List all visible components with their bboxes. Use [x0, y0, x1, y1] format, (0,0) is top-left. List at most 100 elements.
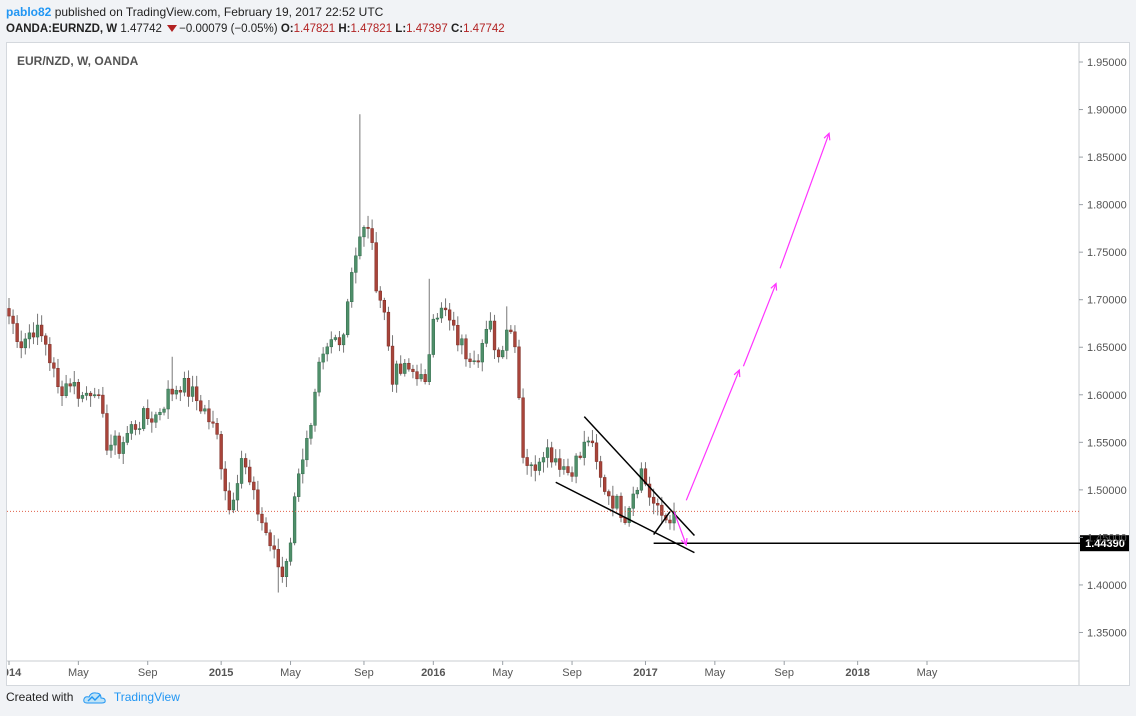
- candle: [541, 451, 546, 473]
- candle-body-up: [541, 457, 546, 463]
- candle: [150, 411, 154, 433]
- candle-body-down: [464, 338, 468, 360]
- candle-body-down: [509, 329, 513, 333]
- candle-body-down: [378, 290, 382, 301]
- candle-body-down: [105, 413, 109, 451]
- candle-body-up: [239, 458, 244, 484]
- candle-body-up: [394, 363, 399, 385]
- open-value: 1.47821: [293, 23, 336, 35]
- time-tick-label: Sep: [138, 667, 158, 679]
- candle: [248, 459, 252, 486]
- time-tick-label: Sep: [354, 667, 374, 679]
- candle: [603, 474, 607, 495]
- low-label: L:: [395, 23, 407, 35]
- candle: [631, 486, 635, 517]
- candle-body-up: [23, 338, 27, 349]
- arrow-shaft: [685, 369, 740, 501]
- price-tick-label: 1.55000: [1087, 437, 1127, 449]
- candle-body-down: [407, 362, 411, 370]
- candle: [619, 492, 623, 523]
- candle: [394, 360, 399, 393]
- candle: [407, 358, 411, 372]
- candle-body-down: [15, 323, 19, 342]
- candle-body-down: [366, 226, 370, 229]
- candle-body-down: [411, 368, 415, 372]
- candle-body-down: [533, 464, 537, 471]
- candle-body-down: [52, 362, 56, 369]
- candle-body-up: [305, 438, 309, 461]
- candle-body-up: [297, 473, 301, 497]
- publish-line: pablo82 published on TradingView.com, Fe…: [6, 5, 383, 19]
- candle: [121, 436, 125, 464]
- candle: [117, 432, 121, 459]
- candle-body-up: [154, 414, 158, 423]
- level-price-badge: [1080, 535, 1129, 552]
- candle: [288, 537, 293, 566]
- candle-body-up: [354, 255, 358, 273]
- candle-body-down: [594, 442, 599, 462]
- candle: [460, 334, 464, 355]
- candle: [256, 480, 260, 522]
- candle-body-down: [133, 424, 138, 430]
- candle-body-down: [476, 360, 480, 363]
- tradingview-link[interactable]: TradingView: [113, 690, 180, 704]
- candle: [415, 364, 419, 386]
- candle: [427, 278, 431, 386]
- candle-body-down: [88, 392, 93, 397]
- candle: [325, 342, 329, 362]
- candle-body-up: [141, 408, 146, 429]
- candle: [480, 339, 484, 372]
- candle: [374, 232, 378, 294]
- candle-body-down: [370, 228, 374, 243]
- candle-body-up: [431, 318, 435, 355]
- candle: [268, 529, 272, 552]
- time-tick-label: 2014: [7, 667, 22, 679]
- candle-body-up: [125, 433, 129, 443]
- low-value: 1.47397: [406, 23, 448, 35]
- candle-body-down: [566, 466, 570, 473]
- price-tick-label: 1.35000: [1087, 627, 1127, 639]
- candle-body-up: [80, 395, 85, 399]
- candle: [562, 459, 566, 475]
- candle: [174, 385, 178, 400]
- candle: [337, 331, 342, 352]
- candle-body-down: [243, 458, 248, 468]
- candle: [464, 334, 468, 367]
- candle: [44, 333, 48, 356]
- candle-body-down: [598, 461, 603, 478]
- candle: [321, 347, 325, 370]
- candle: [305, 430, 309, 467]
- candle-body-down: [39, 324, 44, 337]
- candle: [492, 314, 497, 360]
- candle: [60, 380, 64, 407]
- candle-body-down: [468, 358, 472, 362]
- footer: Created with TradingView: [6, 690, 180, 710]
- candle: [48, 337, 52, 371]
- chart-area[interactable]: 1.44390 1.95000 1.90000 1.85000 1.80000 1.75…: [6, 42, 1130, 686]
- candle-body-down: [252, 481, 256, 491]
- arrow-head: [770, 282, 778, 291]
- close-value: 1.47742: [463, 23, 505, 35]
- candle-body-up: [329, 339, 333, 348]
- candle-body-up: [203, 408, 207, 412]
- candle: [582, 430, 586, 466]
- candle-body-up: [109, 444, 113, 451]
- candle-body-down: [272, 545, 276, 550]
- candle-body-up: [631, 493, 635, 509]
- candle: [594, 434, 599, 470]
- candle: [525, 448, 529, 475]
- candle: [231, 492, 236, 514]
- price-tick-label: 1.95000: [1087, 57, 1127, 69]
- candle: [399, 355, 403, 376]
- candle-body-up: [427, 354, 431, 382]
- candle: [162, 406, 166, 416]
- price-tick-label: 1.70000: [1087, 295, 1127, 307]
- price-chart[interactable]: 1.44390 1.95000 1.90000 1.85000 1.80000 1.75…: [7, 43, 1129, 685]
- candle-body-down: [31, 332, 36, 338]
- price-tick-label: 1.90000: [1087, 105, 1127, 117]
- candle-body-down: [619, 495, 623, 518]
- candle-body-down: [517, 346, 521, 399]
- projected-drop-arrow: [673, 511, 688, 547]
- author-link[interactable]: pablo82: [6, 5, 52, 19]
- candle: [656, 498, 660, 516]
